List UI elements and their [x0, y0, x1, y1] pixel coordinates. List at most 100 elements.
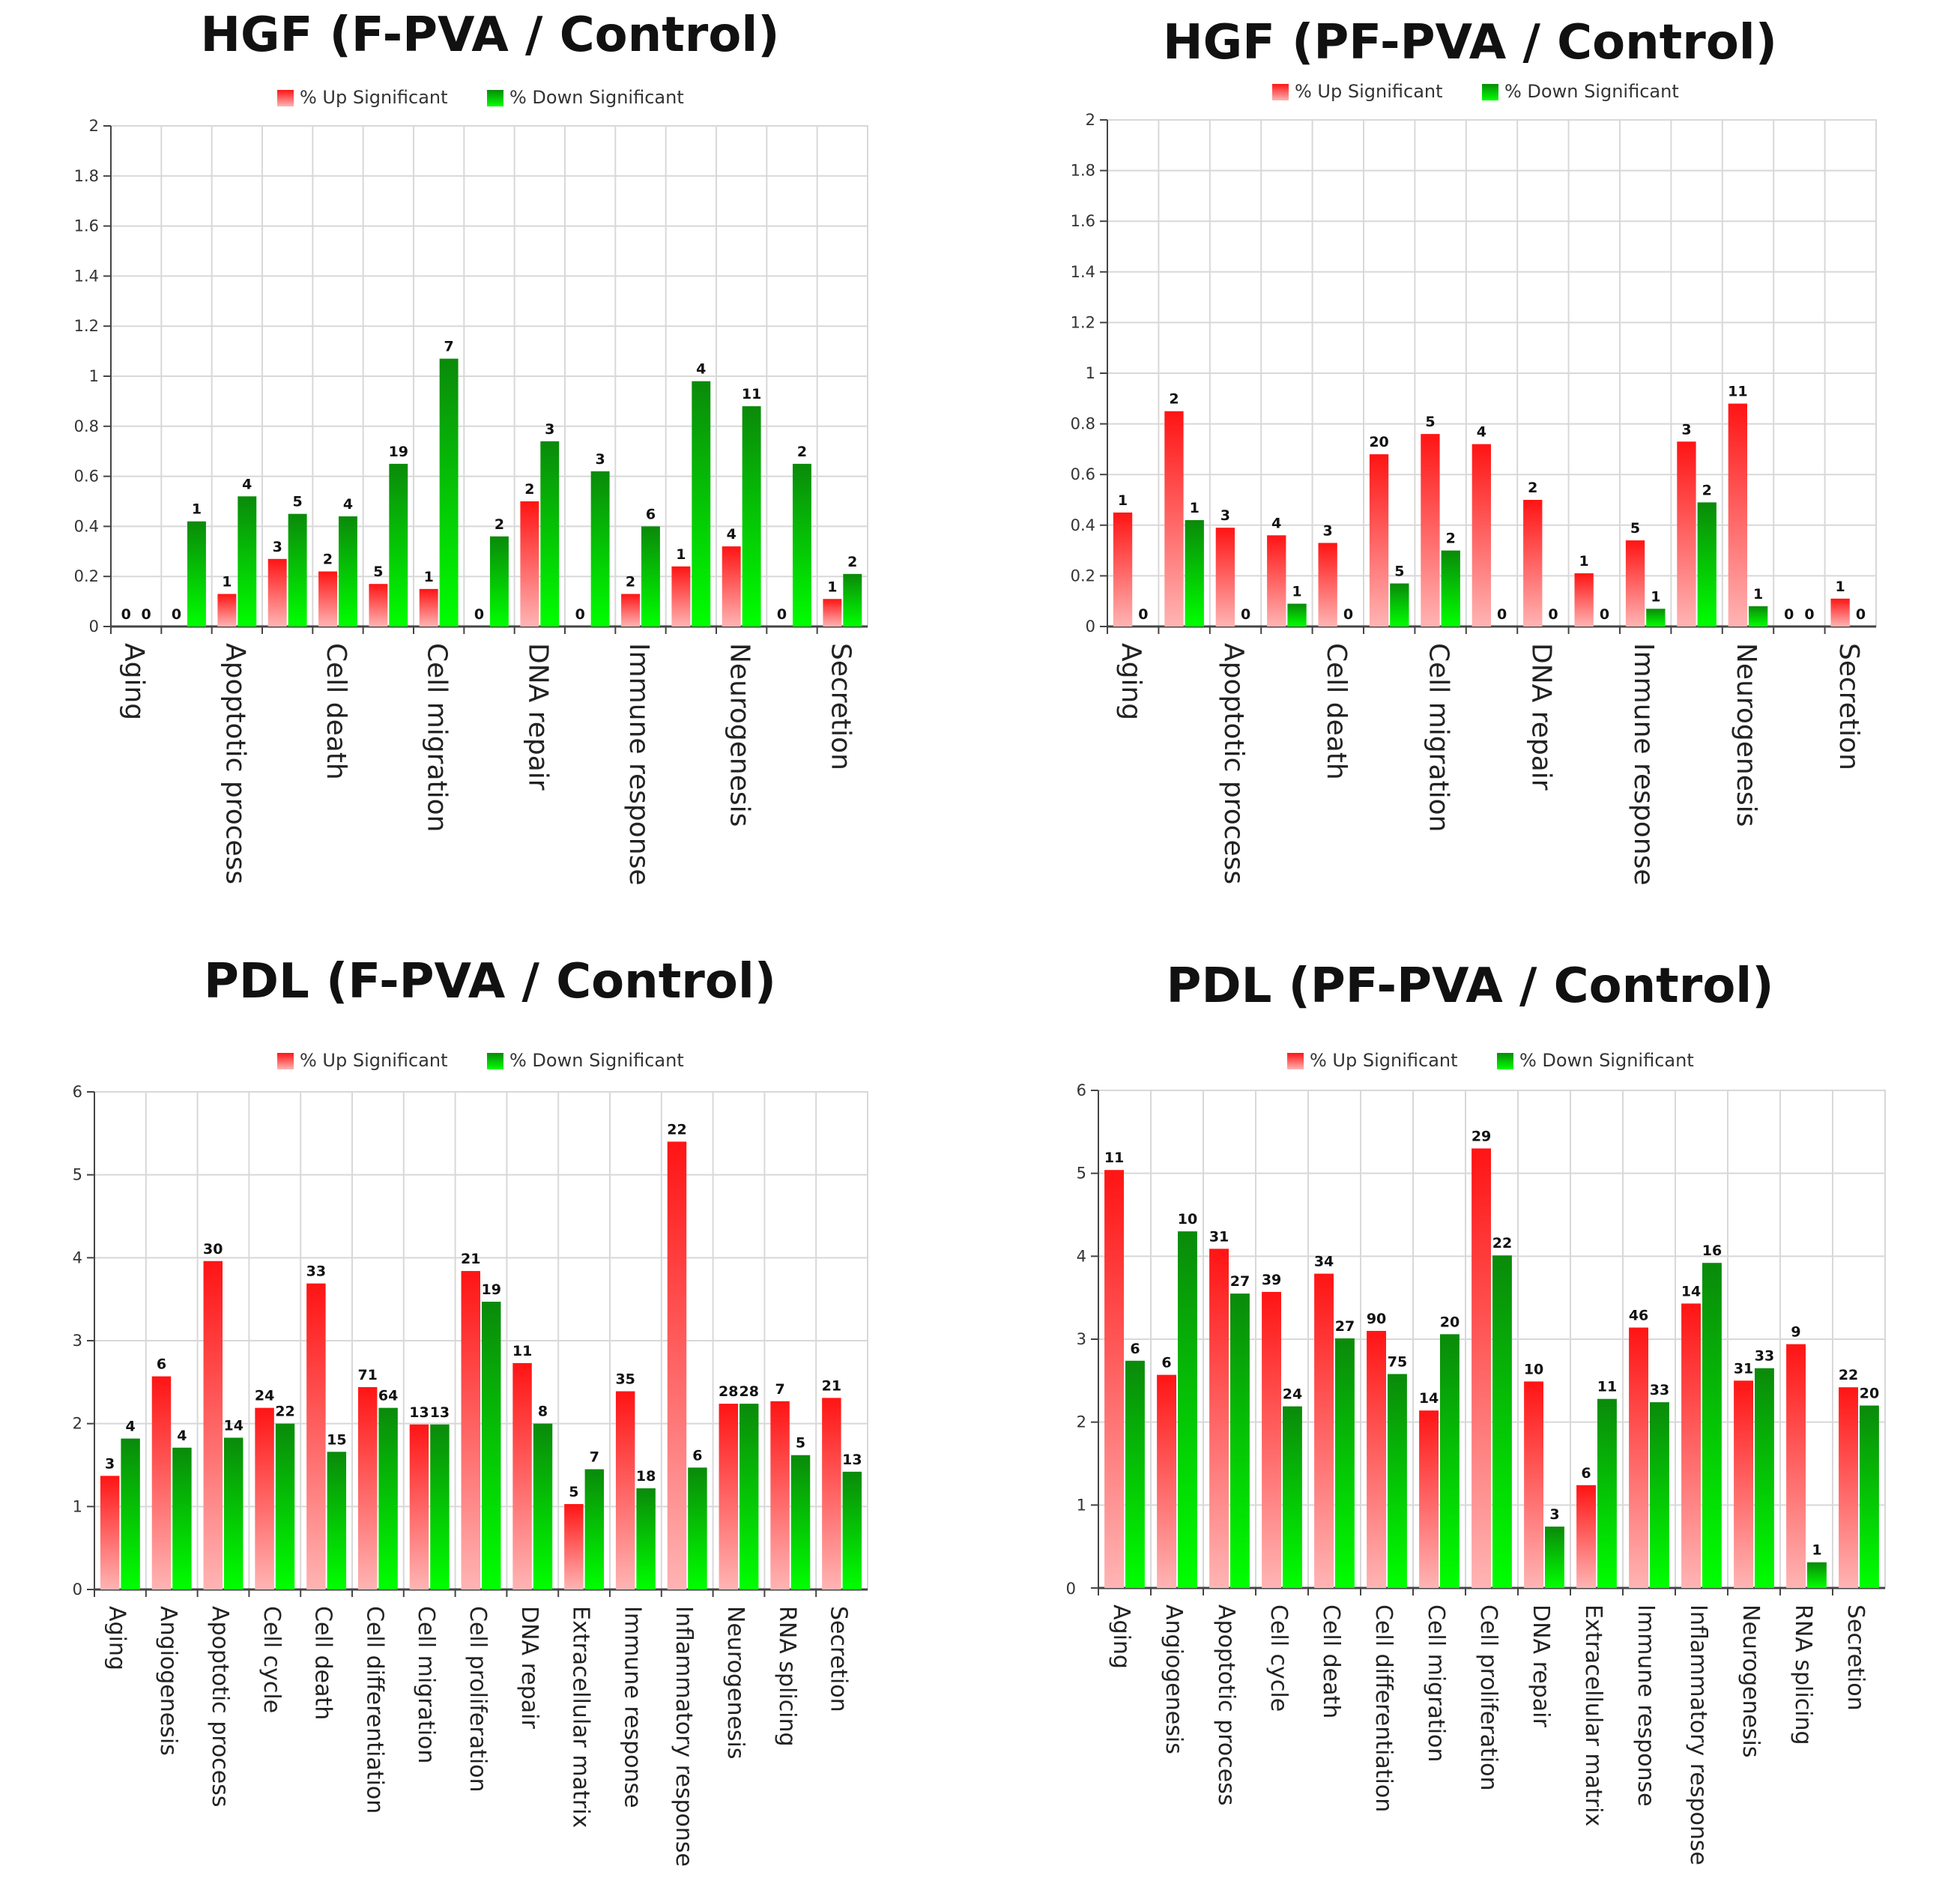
bar-up — [1681, 1303, 1701, 1588]
bar-up — [667, 1141, 687, 1589]
data-label: 2 — [1169, 391, 1179, 408]
bar-down — [1388, 1374, 1407, 1588]
bar-down — [1650, 1402, 1669, 1588]
bar-up — [770, 1401, 790, 1589]
y-tick-label: 1.4 — [74, 267, 99, 285]
x-category-label: Immune response — [1628, 643, 1659, 886]
data-label: 6 — [692, 1447, 702, 1464]
x-category-label: Cell cycle — [258, 1606, 285, 1713]
data-label: 1 — [1118, 492, 1128, 509]
x-category-label: Cell cycle — [1265, 1604, 1292, 1712]
bar-down — [1441, 550, 1460, 627]
data-label: 11 — [1728, 384, 1747, 400]
legend-label-up: % Up Significant — [300, 87, 448, 108]
data-label: 1 — [1292, 584, 1301, 600]
data-label: 3 — [1549, 1506, 1559, 1523]
data-label: 1 — [676, 546, 686, 563]
x-category-label: Cell death — [321, 643, 351, 780]
data-label: 4 — [696, 361, 706, 378]
bar-down — [1697, 502, 1716, 627]
bar-down — [1125, 1360, 1145, 1588]
data-label: 71 — [357, 1367, 377, 1383]
data-label: 20 — [1860, 1386, 1879, 1402]
data-label: 6 — [1581, 1465, 1591, 1482]
legend-label-down: % Down Significant — [509, 87, 684, 108]
bar-down — [1185, 520, 1204, 627]
bar-down — [1807, 1562, 1827, 1588]
bar-up — [419, 588, 438, 627]
bar-up — [671, 566, 691, 627]
data-label: 90 — [1367, 1311, 1386, 1327]
bar-down — [1545, 1527, 1564, 1588]
bar-up — [1471, 444, 1491, 627]
bar-down — [339, 516, 357, 627]
data-label: 33 — [306, 1263, 326, 1280]
bar-up — [461, 1271, 480, 1589]
bar-down — [692, 381, 711, 627]
x-category-label: DNA repair — [1525, 643, 1556, 791]
bar-up — [1421, 434, 1440, 627]
x-category-label: Apoptotic process — [207, 1606, 233, 1808]
data-label: 21 — [822, 1377, 841, 1394]
data-label: 2 — [847, 554, 857, 570]
y-tick-label: 0.6 — [74, 468, 99, 486]
legend-swatch-down — [487, 1053, 503, 1069]
x-category-label: Cell migration — [1424, 643, 1454, 832]
x-category-label: Cell differentiation — [1370, 1604, 1397, 1812]
x-category-label: Neurogenesis — [725, 643, 755, 827]
x-category-label: RNA splicing — [1790, 1604, 1816, 1745]
data-label: 5 — [796, 1435, 805, 1452]
data-label: 22 — [667, 1121, 686, 1138]
data-label: 27 — [1335, 1318, 1355, 1335]
bar-up — [1629, 1327, 1648, 1588]
bar-up — [1524, 1381, 1543, 1588]
x-category-label: Aging — [103, 1606, 130, 1670]
x-category-label: Inflammatory response — [1685, 1604, 1711, 1865]
chart-legend: % Up Significant % Down Significant — [277, 87, 684, 108]
x-category-label: Cell death — [1318, 1604, 1344, 1718]
data-label: 10 — [1524, 1361, 1543, 1377]
data-label: 28 — [739, 1383, 759, 1400]
bar-up — [1523, 500, 1543, 627]
data-label: 22 — [275, 1404, 294, 1420]
data-label: 7 — [590, 1449, 599, 1466]
data-label: 0 — [777, 606, 787, 623]
x-category-label: Aging — [119, 643, 150, 720]
bar-down — [1287, 603, 1307, 627]
y-tick-label: 6 — [1077, 1081, 1086, 1099]
legend-swatch-down — [1497, 1053, 1513, 1069]
bar-up — [151, 1376, 172, 1589]
bar-up — [512, 1362, 532, 1589]
chart-title: HGF (PF-PVA / Control) — [1163, 15, 1777, 70]
bar-up — [1677, 441, 1696, 627]
bar-up — [1209, 1249, 1229, 1588]
data-label: 1 — [827, 579, 837, 595]
bar-up — [1830, 598, 1850, 627]
data-label: 0 — [1804, 606, 1814, 623]
data-label: 3 — [1221, 507, 1230, 524]
y-tick-label: 0.6 — [1071, 465, 1095, 483]
bar-down — [636, 1488, 656, 1589]
y-tick-label: 0 — [1086, 618, 1095, 635]
chart-legend: % Up Significant % Down Significant — [1287, 1050, 1694, 1071]
bar-down — [430, 1424, 450, 1589]
data-label: 11 — [512, 1343, 532, 1359]
data-label: 14 — [1419, 1390, 1439, 1407]
data-label: 5 — [293, 494, 303, 510]
y-tick-label: 0.8 — [1071, 415, 1095, 433]
data-label: 75 — [1388, 1353, 1407, 1370]
bar-down — [590, 471, 610, 627]
data-label: 0 — [142, 606, 151, 623]
data-label: 14 — [1681, 1283, 1701, 1299]
bar-down — [1335, 1338, 1355, 1588]
bar-up — [267, 558, 287, 627]
x-category-label: Immune response — [619, 1606, 645, 1808]
y-tick-label: 0.2 — [1071, 567, 1095, 585]
data-label: 3 — [273, 539, 282, 555]
data-label: 0 — [1497, 606, 1507, 623]
data-label: 4 — [727, 526, 736, 543]
bar-down — [842, 1471, 862, 1589]
bar-up — [1104, 1170, 1124, 1588]
y-tick-label: 0 — [89, 618, 99, 635]
bar-down — [187, 521, 206, 627]
